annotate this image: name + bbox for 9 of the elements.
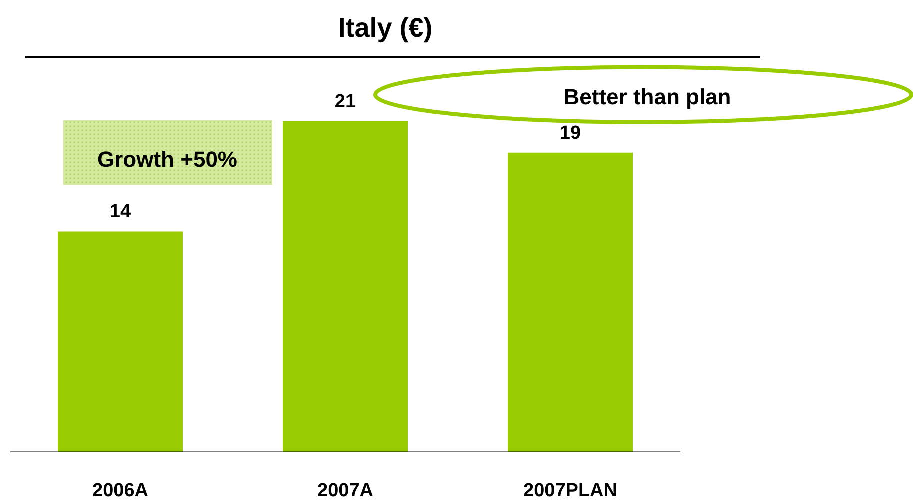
text: Better than plan — [564, 84, 732, 110]
annotation: Growth +50% — [98, 147, 238, 172]
x-tick-label: 2006A — [92, 480, 149, 502]
data-label: 14 — [110, 202, 132, 223]
x-tick-label: 2007PLAN — [524, 480, 618, 502]
data-label: 19 — [560, 122, 582, 144]
chart-title: Italy (€) — [338, 13, 433, 44]
data-label: 21 — [334, 91, 356, 112]
x-tick-label: 2007A — [318, 480, 374, 502]
